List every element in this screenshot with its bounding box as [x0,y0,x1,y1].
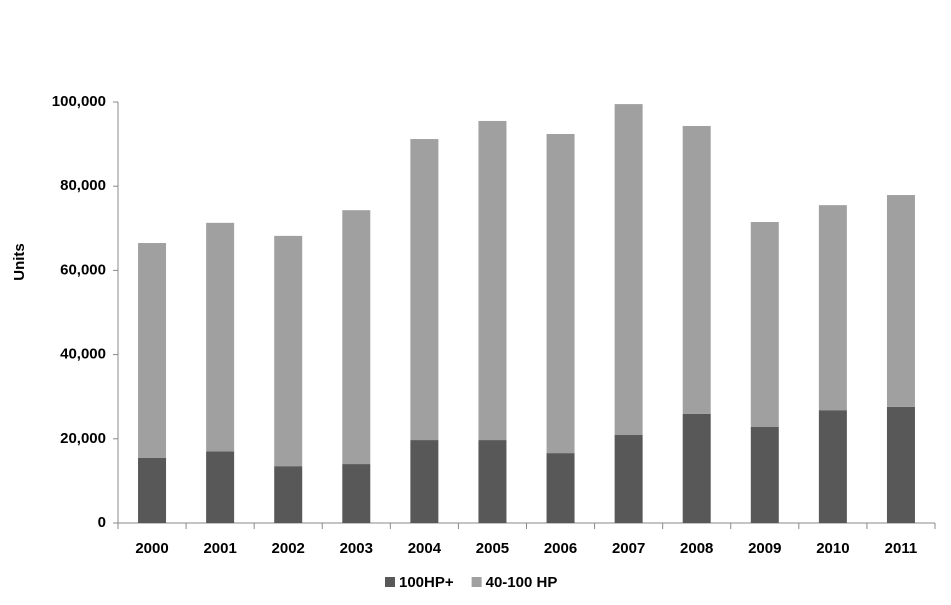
bar-segment [342,464,371,523]
bar-segment [478,440,507,523]
x-tick-label: 2010 [816,540,849,557]
bar-segment [138,243,167,458]
legend-label: 40-100 HP [486,574,558,591]
bar-segment [886,406,915,523]
x-tick-label: 2002 [272,540,305,557]
y-tick-label: 0 [98,514,106,531]
bar-segment [478,120,507,441]
bar-segment [614,435,643,523]
x-tick-label: 2009 [748,540,781,557]
bar-segment [886,195,915,407]
y-tick-label: 20,000 [60,430,106,447]
y-tick-label: 60,000 [60,261,106,278]
bar-segment [206,222,235,452]
x-tick-label: 2011 [885,540,918,557]
y-tick-label: 100,000 [52,93,106,110]
x-tick-label: 2007 [612,540,645,557]
bar-segment [410,139,439,441]
bar-segment [546,453,575,523]
x-tick-label: 2003 [340,540,373,557]
x-tick-label: 2000 [135,540,168,557]
y-tick-label: 80,000 [60,177,106,194]
bar-segment [750,221,779,428]
bar-segment [818,410,847,523]
bar-segment [274,466,303,523]
y-tick-label: 40,000 [60,346,106,363]
legend-swatch [471,577,482,587]
bar-segment [206,451,235,523]
bar-segment [682,125,711,414]
bar-segment [750,427,779,523]
y-axis-label: Units [11,243,28,281]
bar-segment [682,413,711,523]
x-tick-label: 2005 [476,540,509,557]
legend-swatch [385,577,395,587]
bar-segment [614,104,643,436]
x-tick-label: 2008 [680,540,713,557]
legend-label: 100HP+ [399,574,454,591]
bar-segment [342,210,371,465]
x-tick-label: 2004 [408,540,442,557]
bar-segment [274,235,303,467]
bar-segment [138,457,167,523]
bar-segment [818,205,847,411]
bar-segment [546,133,575,454]
bar-segment [410,440,439,523]
x-tick-label: 2001 [203,540,236,557]
x-tick-label: 2006 [544,540,577,557]
